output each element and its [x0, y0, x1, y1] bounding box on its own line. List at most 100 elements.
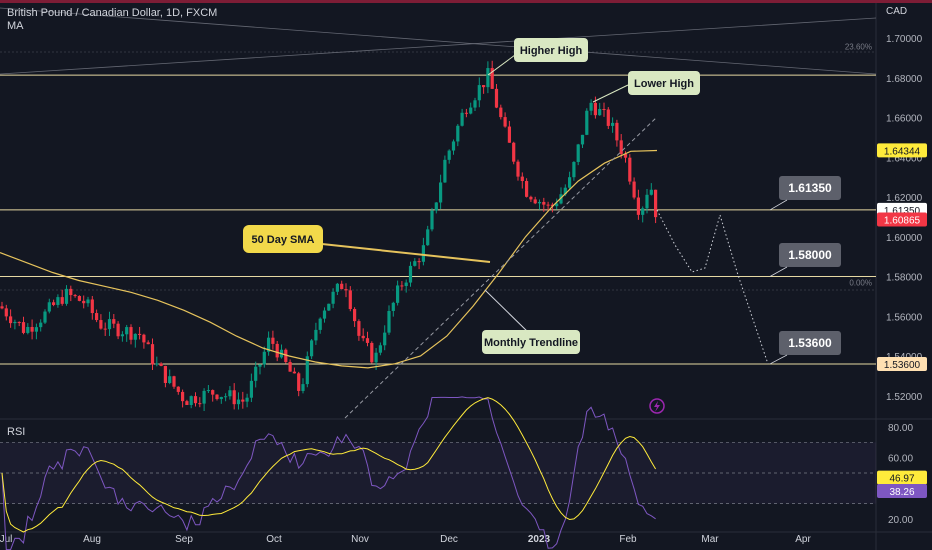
candle-body [550, 204, 554, 207]
candle-body [185, 401, 189, 405]
candle-body [473, 100, 477, 108]
candle-body [30, 326, 34, 332]
candle-body [107, 319, 112, 330]
candle-body [494, 88, 499, 108]
time-tick-label: Apr [795, 534, 811, 545]
candle-body [443, 159, 447, 183]
candle-body [370, 342, 374, 363]
rsi-tick-label: 20.00 [888, 515, 913, 526]
candle-body [533, 199, 537, 204]
fib-diagonal-line [0, 7, 877, 75]
candle-body [267, 337, 271, 352]
candle-body [331, 291, 335, 304]
level-label-text: 1.61350 [788, 181, 832, 195]
candle-body [387, 310, 391, 333]
candle-body [327, 303, 331, 311]
lightning-icon-glyph [654, 401, 660, 412]
callout-pointer [484, 289, 531, 335]
time-tick-label: Feb [619, 534, 637, 545]
candle-body [176, 386, 180, 392]
time-tick-label: 2023 [528, 534, 551, 545]
candle-body [275, 343, 279, 358]
candle-body [434, 202, 438, 211]
candle-body [52, 302, 56, 305]
sma-50-line [0, 149, 658, 369]
candle-body [417, 261, 421, 263]
candle-body [73, 295, 77, 297]
candle-body [537, 201, 542, 204]
candle-body [271, 337, 275, 344]
candle-body [163, 365, 167, 384]
candle-body [69, 288, 73, 296]
candle-body [262, 351, 266, 365]
candle-body [486, 68, 490, 88]
candle-body [82, 300, 86, 304]
rsi-ma-line [1, 397, 657, 533]
candle-body [542, 201, 546, 205]
candle-body [305, 356, 309, 385]
candle-body [155, 363, 159, 365]
callout-text: 50 Day SMA [252, 234, 315, 246]
candle-body [602, 109, 606, 111]
callout-text: Monthly Trendline [484, 337, 578, 349]
callout-box [482, 330, 580, 354]
candle-body [103, 328, 107, 330]
candle-body [189, 396, 193, 405]
candle-body [383, 332, 387, 346]
candle-body [344, 289, 348, 291]
price-tick-label: 1.66000 [886, 114, 923, 125]
price-tick-label: 1.56000 [886, 312, 923, 323]
candle-body [138, 333, 142, 335]
candle-body [499, 107, 503, 118]
candle-body [292, 371, 296, 374]
candle-body [340, 283, 344, 290]
time-tick-label: Aug [83, 534, 101, 545]
rsi-badge [877, 483, 927, 498]
rsi-tick-label: 80.00 [888, 423, 913, 434]
level-label-box [779, 331, 841, 355]
candle-body [477, 85, 481, 101]
price-tick-label: 1.68000 [886, 74, 923, 85]
candle-body [297, 373, 301, 391]
candle-body [396, 285, 400, 303]
candle-body [649, 189, 653, 195]
price-badge [877, 212, 927, 227]
candle-body [284, 349, 288, 362]
rsi-tick-label: 60.00 [888, 454, 913, 465]
candle-body [90, 299, 94, 314]
candle-body [43, 311, 47, 323]
candle-body [572, 161, 576, 178]
callout-box [514, 38, 588, 62]
currency-label: CAD [886, 6, 907, 17]
candle-body [512, 142, 516, 162]
candle-body [245, 397, 249, 402]
candle-body [516, 161, 520, 177]
candle-body [378, 345, 382, 353]
fib-diagonal-line [0, 17, 877, 75]
candle-body [249, 380, 253, 398]
level-label-text: 1.58000 [788, 248, 832, 262]
candle-body [520, 176, 524, 182]
candle-body [456, 125, 460, 142]
price-badge [877, 356, 927, 371]
candle-body [95, 313, 99, 321]
candle-body [374, 352, 378, 363]
price-tick-label: 1.70000 [886, 34, 923, 45]
candle-body [576, 144, 580, 162]
candle-body [507, 126, 511, 143]
candle-body [400, 285, 404, 287]
candle-body [357, 321, 361, 336]
candle-body [335, 283, 339, 292]
candle-body [288, 361, 292, 372]
candle-body [17, 321, 21, 323]
candle-body [460, 112, 464, 126]
candle-body [623, 153, 628, 158]
rsi-badge-text: 38.26 [889, 487, 914, 498]
candle-body [64, 288, 69, 304]
price-badge-text: 1.53600 [884, 360, 921, 371]
candle-body [464, 112, 468, 114]
candle-body [555, 203, 559, 207]
time-tick-label: Dec [440, 534, 458, 545]
rsi-badge [877, 470, 927, 485]
